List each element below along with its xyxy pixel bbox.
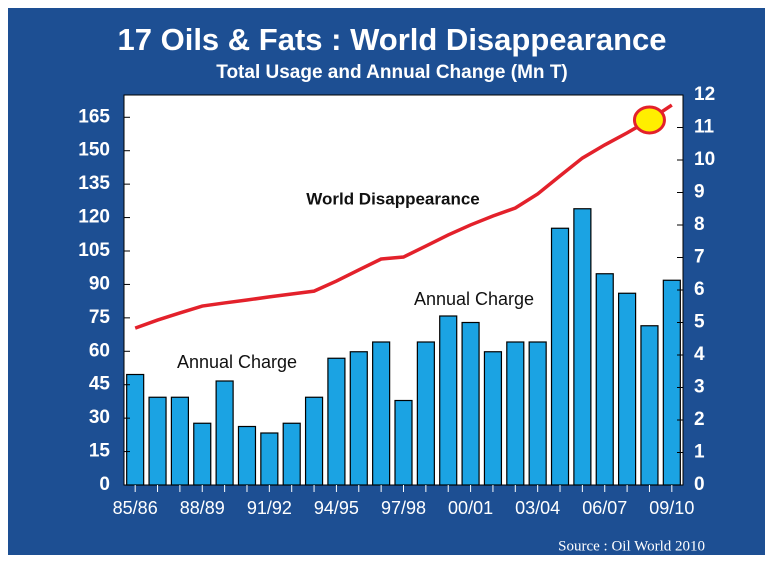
bar	[126, 373, 145, 486]
highlight	[632, 105, 666, 135]
bar	[260, 432, 279, 486]
bar	[617, 292, 637, 486]
y-tick-label: 135	[78, 173, 110, 194]
annotation: Annual Charge	[177, 352, 297, 372]
y2-tick-label: 8	[694, 214, 705, 235]
x-tick-label: 97/98	[381, 498, 426, 518]
y-tick-label: 15	[89, 441, 111, 462]
bar	[193, 422, 212, 486]
y2-tick-label: 10	[694, 149, 715, 170]
y2-tick-label: 2	[694, 409, 705, 430]
bar	[573, 208, 592, 486]
y-tick-label: 150	[78, 140, 110, 161]
y-tick-label: 165	[78, 106, 110, 127]
bar	[416, 341, 435, 486]
y2-tick-label: 4	[694, 344, 705, 365]
y2-tick-label: 12	[694, 84, 715, 105]
y2-tick-label: 6	[694, 279, 705, 300]
bar	[528, 341, 547, 486]
bar	[282, 422, 301, 486]
x-tick-label: 94/95	[314, 498, 359, 518]
bar	[595, 273, 614, 486]
y2-tick-label: 3	[694, 377, 705, 398]
y-tick-label: 0	[99, 474, 110, 495]
bar	[327, 357, 346, 486]
y-tick-label: 60	[89, 340, 110, 361]
bar	[372, 341, 391, 486]
x-tick-label: 85/86	[113, 498, 158, 518]
bar	[304, 396, 324, 486]
y2-tick-label: 7	[694, 247, 705, 268]
y2-tick-label: 9	[694, 182, 705, 203]
x-tick-label: 03/04	[515, 498, 560, 518]
y-tick-label: 75	[89, 307, 111, 328]
line	[134, 103, 673, 330]
annotation: World Disappearance	[306, 189, 480, 208]
x-tick-label: 91/92	[247, 498, 292, 518]
y-tick-label: 120	[78, 207, 110, 228]
y2-tick-label: 5	[694, 312, 705, 333]
y-tick-label: 30	[89, 407, 110, 428]
bar	[506, 341, 525, 486]
bar	[439, 315, 458, 486]
annotation: Annual Charge	[414, 289, 534, 309]
bar	[215, 380, 234, 486]
bar	[349, 351, 368, 486]
source: Source : Oil World 2010	[558, 538, 705, 554]
y-tick-label: 105	[78, 240, 110, 261]
x-tick-label: 09/10	[649, 498, 694, 518]
x-tick-label: 00/01	[448, 498, 493, 518]
bar	[662, 279, 681, 486]
marks	[126, 103, 681, 486]
y2-tick-label: 1	[694, 442, 705, 463]
chart-title: 17 Oils & Fats : World Disappearance	[118, 22, 667, 57]
x-tick-label: 88/89	[180, 498, 225, 518]
y-tick-label: 90	[89, 273, 110, 294]
chart-subtitle: Total Usage and Annual Change (Mn T)	[216, 62, 568, 83]
bar	[640, 325, 659, 486]
bar	[461, 321, 480, 486]
bar	[237, 425, 257, 486]
y2-tick-label: 11	[694, 117, 715, 138]
bar	[148, 396, 167, 486]
bar	[394, 399, 413, 486]
y-tick-label: 45	[89, 374, 111, 395]
bar	[550, 227, 570, 486]
bar	[170, 396, 189, 486]
bar	[483, 351, 503, 486]
y2-tick-label: 0	[694, 474, 705, 495]
x-tick-label: 06/07	[582, 498, 627, 518]
